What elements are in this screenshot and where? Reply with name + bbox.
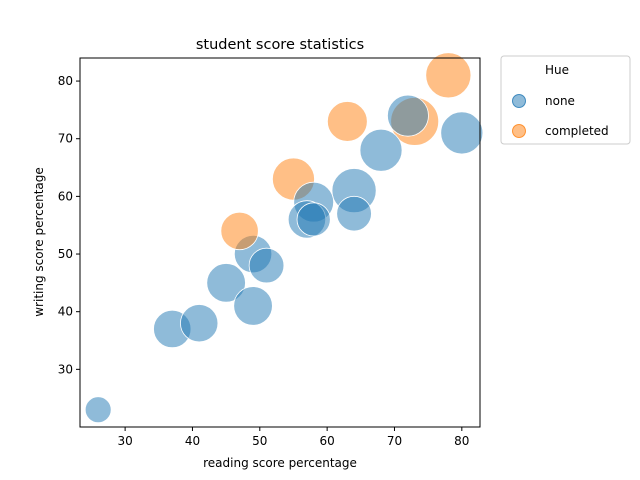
y-tick-label: 30 <box>58 362 73 376</box>
data-point-none <box>440 111 484 155</box>
data-point-none <box>248 247 285 284</box>
data-point-none <box>296 202 331 237</box>
chart-title: student score statistics <box>196 37 364 53</box>
x-tick-label: 40 <box>185 434 200 448</box>
y-tick-label: 70 <box>58 132 73 146</box>
data-point-none <box>233 286 273 326</box>
y-tick-label: 80 <box>58 74 73 88</box>
plot-marks <box>84 52 484 424</box>
x-tick-label: 60 <box>319 434 334 448</box>
x-tick-label: 70 <box>387 434 402 448</box>
y-axis: 30 40 50 60 70 80 <box>58 74 80 376</box>
legend: Hue none completed <box>500 55 631 145</box>
data-point-none <box>359 128 403 172</box>
x-axis-label: reading score percentage <box>203 456 357 470</box>
data-point-completed <box>220 211 259 251</box>
data-point-none <box>206 263 246 303</box>
legend-label-completed: completed <box>545 124 609 138</box>
y-axis-label: writing score percentage <box>32 167 46 317</box>
data-point-none <box>180 304 219 343</box>
legend-marker-none <box>512 94 526 108</box>
data-point-completed <box>425 52 472 99</box>
data-point-completed <box>326 101 368 142</box>
data-point-none <box>336 195 372 232</box>
legend-frame <box>500 55 631 145</box>
plot-frame <box>79 57 481 428</box>
data-point-none <box>387 94 429 137</box>
x-tick-label: 50 <box>252 434 267 448</box>
x-axis: 30 40 50 60 70 80 <box>117 427 469 448</box>
x-tick-label: 30 <box>117 434 132 448</box>
y-tick-label: 40 <box>58 305 73 319</box>
y-tick-label: 50 <box>58 247 73 261</box>
legend-marker-completed <box>512 124 526 138</box>
legend-title: Hue <box>545 63 569 77</box>
legend-label-none: none <box>545 94 575 108</box>
x-tick-label: 80 <box>454 434 469 448</box>
data-point-none <box>84 396 112 424</box>
y-tick-label: 60 <box>58 189 73 203</box>
